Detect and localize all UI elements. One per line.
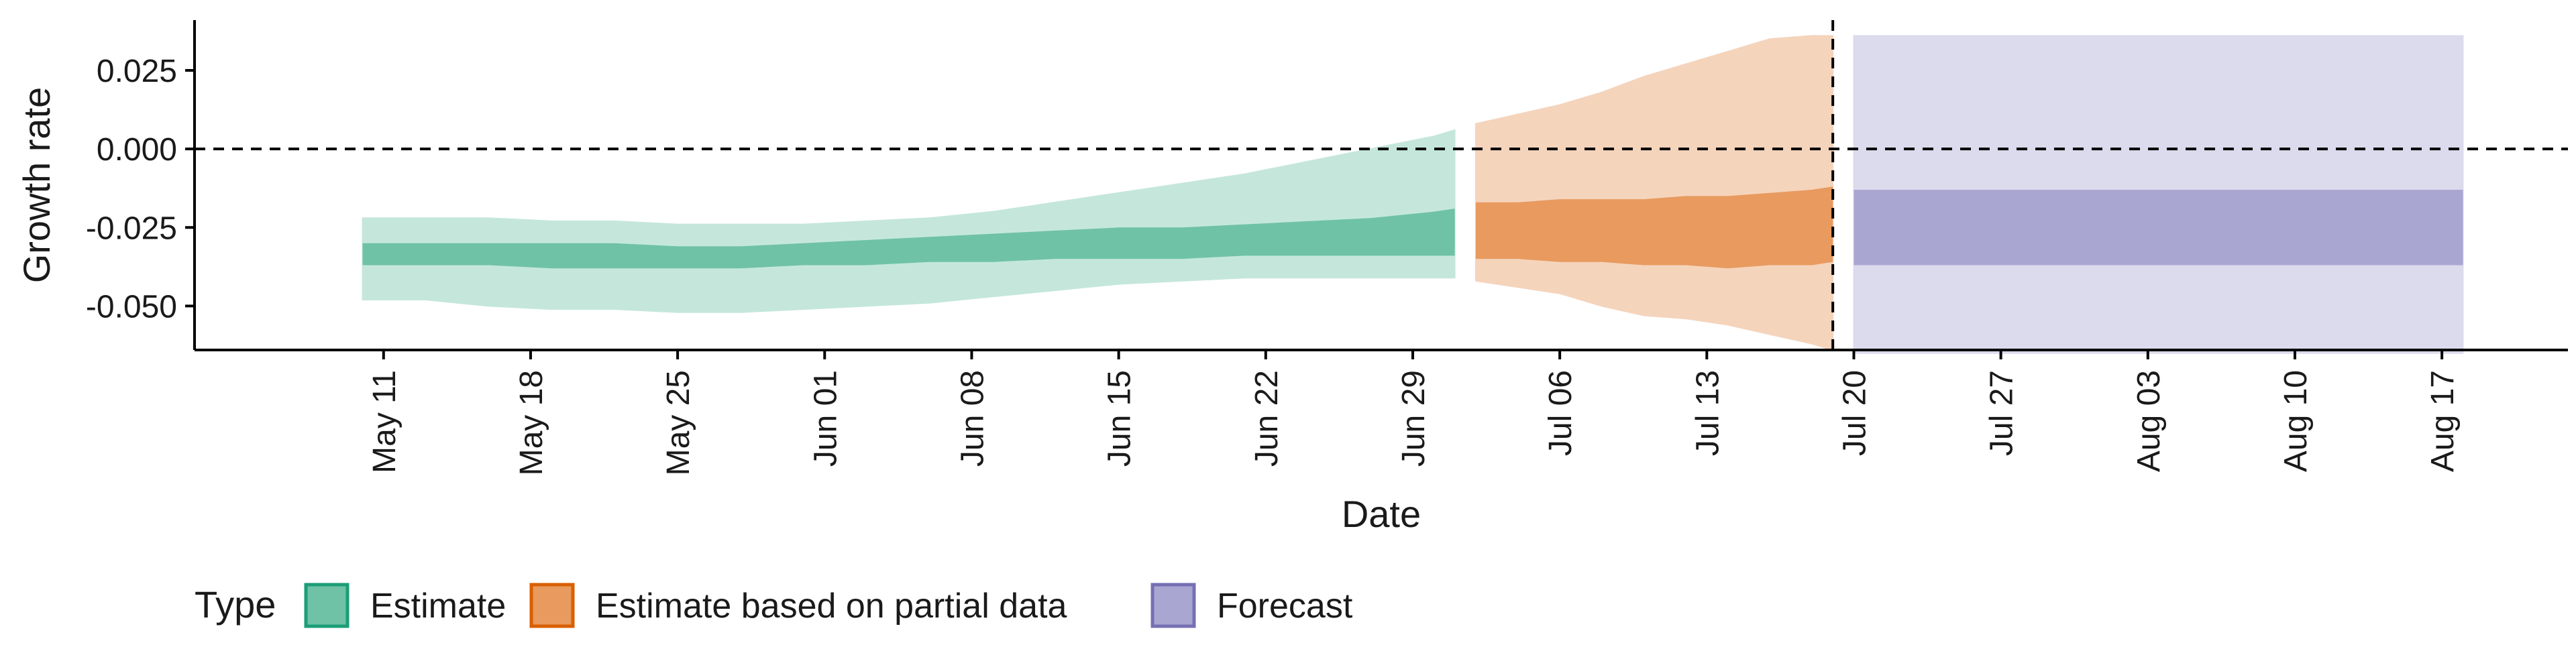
legend: Type Estimate Estimate based on partial da… [195, 583, 1353, 628]
y-tick-label: -0.025 [86, 211, 177, 246]
legend-title: Type [195, 583, 276, 626]
x-axis-title: Date [1342, 493, 1421, 535]
estimate-based-on-partial-data-inner-band [1475, 186, 1833, 269]
forecast-inner-band [1854, 190, 2463, 266]
legend-key-estimate [304, 583, 350, 628]
axes-layer: 0.025 0.000 -0.025 -0.050 May 11 May 18 May 25… [86, 20, 2568, 475]
x-tick-label: Aug 10 [2278, 370, 2314, 472]
bands-layer [362, 35, 2464, 354]
x-tick-label: Jun 22 [1249, 370, 1285, 467]
x-tick-label: Jul 20 [1837, 370, 1872, 456]
x-tick-label: Jul 27 [1984, 370, 2020, 456]
y-tick-label: 0.000 [97, 132, 177, 168]
x-tick-label: May 25 [661, 370, 696, 475]
legend-label-estimate: Estimate [370, 587, 506, 626]
reference-lines-layer [195, 20, 2568, 350]
y-tick-label: 0.025 [97, 54, 177, 89]
x-tick-label: Jun 01 [808, 370, 843, 467]
x-tick-label: Jul 13 [1690, 370, 1725, 456]
x-tick-label: Aug 17 [2425, 370, 2461, 472]
legend-key-forecast [1150, 583, 1196, 628]
x-tick-label: May 11 [367, 370, 402, 473]
x-tick-label: Jun 29 [1396, 370, 1432, 467]
x-tick-label: Jul 06 [1543, 370, 1578, 456]
y-axis-title: Growth rate [15, 87, 58, 284]
y-tick-label: -0.050 [86, 289, 177, 325]
legend-label-forecast: Forecast [1217, 587, 1353, 626]
x-tick-label: Jun 08 [955, 370, 990, 467]
legend-label-estimate-based-on-partial-data: Estimate based on partial data [596, 587, 1067, 626]
x-tick-label: Aug 03 [2131, 370, 2167, 472]
estimate-inner-band [362, 209, 1455, 269]
x-tick-label: Jun 15 [1102, 370, 1138, 467]
legend-key-estimate-based-on-partial-data [529, 583, 575, 628]
estimate-outer-band [362, 129, 1456, 313]
x-tick-label: May 18 [514, 370, 549, 475]
